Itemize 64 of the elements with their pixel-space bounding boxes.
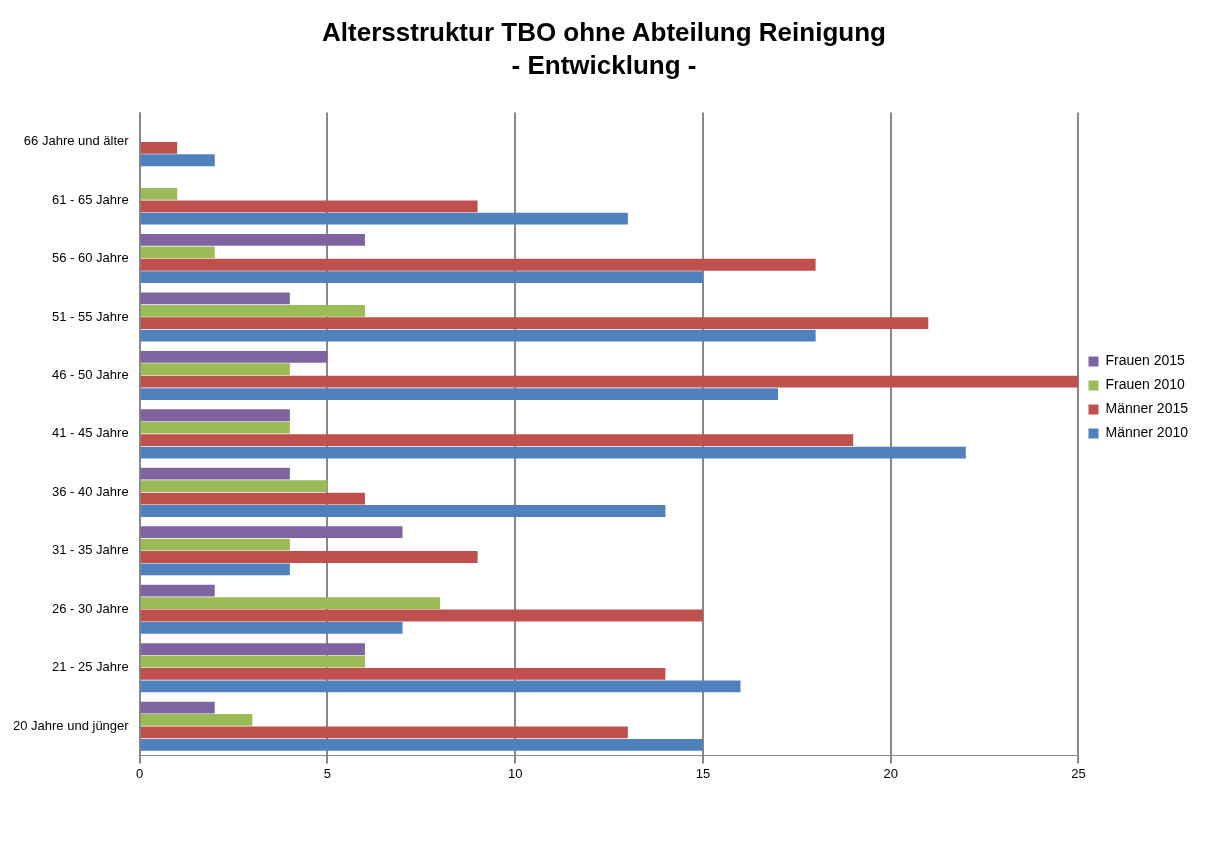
y-tick-label: 20 Jahre und jünger [12,717,130,733]
bar [140,551,478,563]
bar [140,526,403,539]
x-tick-label: 10 [507,765,523,781]
bar [140,726,628,739]
bar [140,409,290,422]
bar [140,388,779,400]
y-tick-label: 51 - 55 Jahre [52,308,129,324]
bar [140,538,290,551]
bar [140,680,741,693]
bar [140,271,703,284]
bar [140,234,365,246]
y-tick-label: 56 - 60 Jahre [52,250,129,266]
x-tick-label: 15 [695,765,711,781]
bar [140,505,666,517]
y-tick-label: 26 - 30 Jahre [52,600,129,616]
bar [140,375,1079,388]
bar [140,597,441,609]
bar [140,434,854,447]
x-tick-label: 25 [1071,765,1086,781]
bar [140,200,478,213]
bar [140,363,290,376]
bar [140,212,628,225]
bar [140,492,365,505]
bar [140,643,365,655]
legend-label: Frauen 2010 [1105,376,1186,393]
bar [140,350,328,363]
bar [140,563,290,576]
bar [140,446,966,459]
bar [140,329,816,342]
chart-title: Altersstruktur TBO ohne Abteilung Reinigung [322,16,886,47]
bar [140,187,178,200]
x-tick-label: 0 [136,765,144,781]
bar [140,668,666,680]
bar [140,622,403,634]
y-tick-label: 61 - 65 Jahre [52,191,129,207]
bar [140,480,328,493]
bar [140,258,816,271]
bar [140,714,253,726]
bar [140,655,365,668]
bar [140,304,365,317]
y-tick-label: 21 - 25 Jahre [52,659,129,675]
bar [140,154,215,167]
y-tick-label: 46 - 50 Jahre [52,367,129,383]
legend-label: Frauen 2015 [1105,352,1186,369]
bar [140,467,290,480]
y-tick-label: 36 - 40 Jahre [52,483,129,499]
bar [140,292,290,305]
bar [140,317,929,330]
legend-label: Männer 2010 [1105,424,1189,441]
bar [140,701,215,714]
bar [140,609,703,622]
y-tick-label: 41 - 45 Jahre [52,425,129,441]
x-tick-label: 20 [883,765,898,781]
legend-label: Männer 2015 [1105,400,1189,417]
chart-subtitle: - Entwicklung - [511,49,697,80]
bar [140,141,178,154]
y-tick-label: 66 Jahre und älter [23,133,130,149]
x-tick-label: 5 [323,765,332,781]
bar [140,421,290,434]
y-tick-label: 31 - 35 Jahre [52,542,129,558]
bar [140,738,703,751]
bar [140,246,215,259]
bar [140,584,215,597]
